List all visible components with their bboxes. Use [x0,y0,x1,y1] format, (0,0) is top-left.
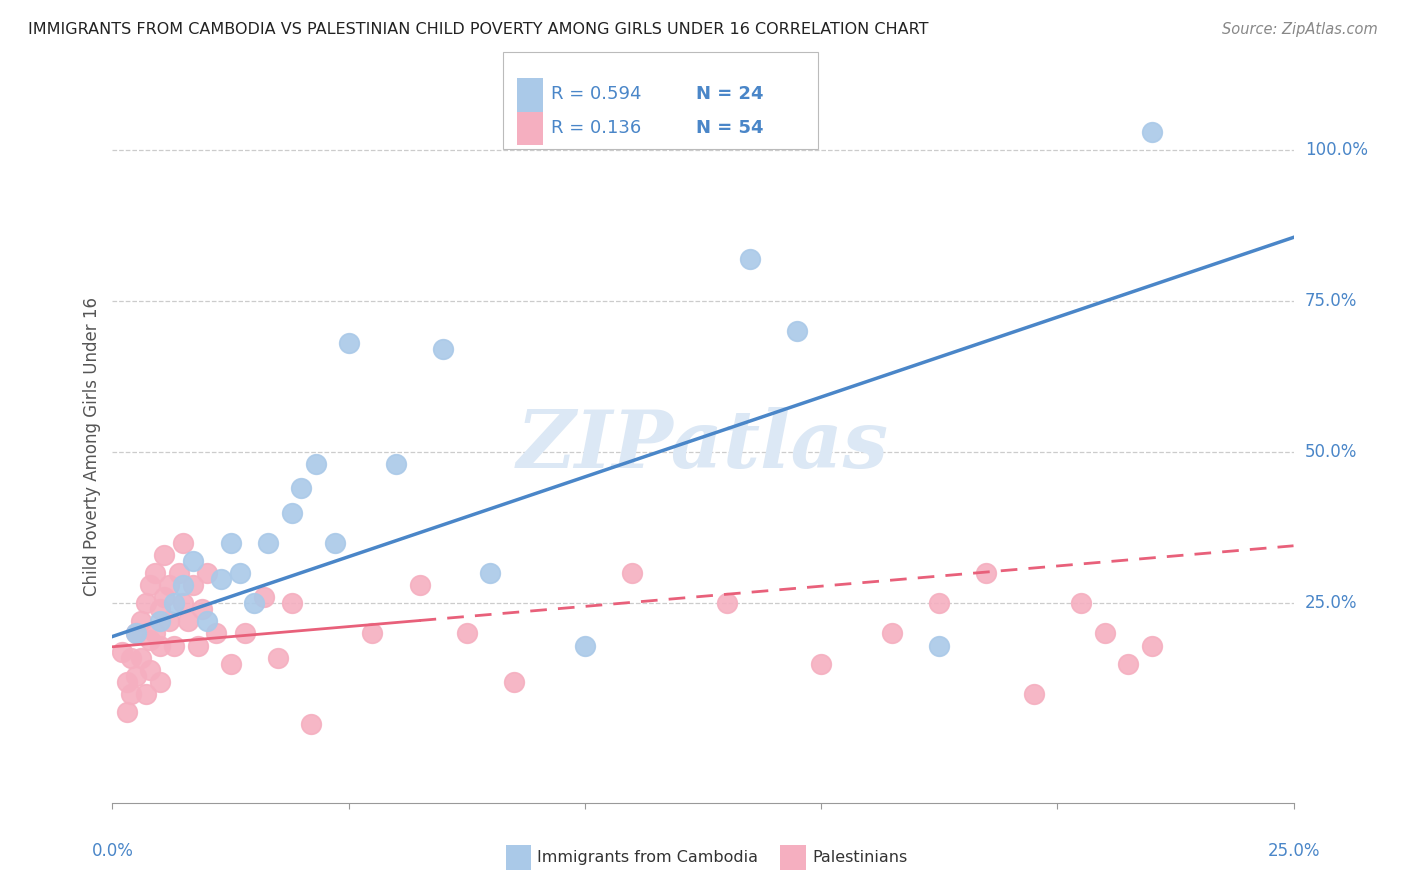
Point [385,457,408,471]
Point [120,650,142,665]
Point [181,578,204,592]
Point [139,663,162,677]
Point [219,657,242,671]
Text: 75.0%: 75.0% [1305,292,1357,310]
Point [139,632,162,647]
Point [1070,596,1092,610]
Point [149,615,172,629]
Point [219,535,242,549]
Point [172,535,194,549]
Point [195,566,218,580]
Point [149,602,172,616]
Text: Immigrants from Cambodia: Immigrants from Cambodia [537,850,758,864]
Point [120,687,142,701]
Point [337,336,360,351]
Text: 25.0%: 25.0% [1305,594,1357,612]
Point [361,626,384,640]
Point [456,626,478,640]
Point [716,596,738,610]
Point [129,615,152,629]
Point [167,566,190,580]
Point [880,626,903,640]
Point [1022,687,1045,701]
Point [125,626,148,640]
Point [209,572,232,586]
Text: N = 24: N = 24 [696,85,763,103]
Point [115,705,138,719]
Point [323,535,346,549]
Text: N = 54: N = 54 [696,119,763,136]
Point [304,457,326,471]
Text: IMMIGRANTS FROM CAMBODIA VS PALESTINIAN CHILD POVERTY AMONG GIRLS UNDER 16 CORRE: IMMIGRANTS FROM CAMBODIA VS PALESTINIAN … [28,22,928,37]
Point [621,566,644,580]
Point [153,590,176,604]
Point [181,554,204,568]
Point [786,324,808,338]
Point [115,674,138,689]
Text: 0.0%: 0.0% [91,842,134,860]
Point [810,657,832,671]
Point [149,674,172,689]
Point [195,615,218,629]
Text: Palestinians: Palestinians [813,850,908,864]
Point [243,596,266,610]
Point [928,596,950,610]
Point [139,578,162,592]
Point [976,566,998,580]
Point [111,645,134,659]
Point [125,669,148,683]
Point [129,650,152,665]
Point [233,626,256,640]
Point [135,687,157,701]
Point [281,506,304,520]
Point [172,578,194,592]
Point [257,535,280,549]
Point [191,602,214,616]
Point [290,481,312,495]
Point [1140,639,1163,653]
Text: 25.0%: 25.0% [1267,842,1320,860]
Text: R = 0.136: R = 0.136 [551,119,641,136]
Point [172,596,194,610]
Point [1140,124,1163,138]
Text: ZIPatlas: ZIPatlas [517,408,889,484]
Point [408,578,430,592]
Point [299,717,322,731]
Point [143,626,166,640]
Point [205,626,228,640]
Point [149,639,172,653]
Point [281,596,304,610]
Point [143,566,166,580]
Point [157,578,180,592]
Point [740,252,762,266]
Point [928,639,950,653]
Text: R = 0.594: R = 0.594 [551,85,641,103]
Point [479,566,502,580]
Text: 100.0%: 100.0% [1305,141,1368,159]
Point [186,639,208,653]
Point [503,674,526,689]
Point [135,596,157,610]
Point [432,343,454,357]
Y-axis label: Child Poverty Among Girls Under 16: Child Poverty Among Girls Under 16 [83,296,101,596]
Point [157,615,180,629]
Point [267,650,290,665]
Point [125,626,148,640]
Point [1116,657,1139,671]
Point [153,548,176,562]
Point [253,590,276,604]
Point [177,615,200,629]
Text: Source: ZipAtlas.com: Source: ZipAtlas.com [1222,22,1378,37]
Point [163,596,186,610]
Point [1094,626,1116,640]
Text: 50.0%: 50.0% [1305,443,1357,461]
Point [574,639,596,653]
Point [229,566,252,580]
Point [163,639,186,653]
